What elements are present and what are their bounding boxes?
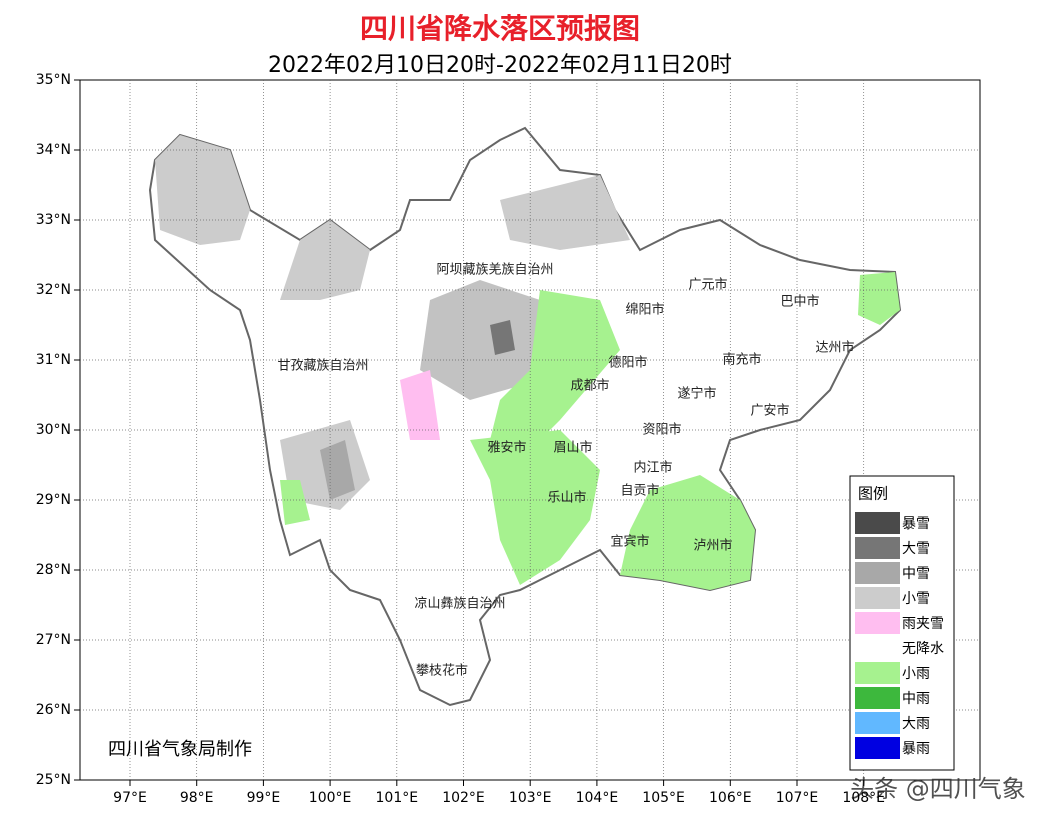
legend-title: 图例: [858, 485, 888, 503]
legend-swatch: [855, 587, 900, 609]
lat-label: 27°N: [36, 632, 71, 648]
credit: 四川省气象局制作: [108, 739, 252, 760]
legend-label: 无降水: [902, 641, 944, 657]
lat-label: 28°N: [36, 562, 71, 578]
legend-swatch: [855, 687, 900, 709]
rain-area: [858, 272, 900, 325]
legend-label: 雨夹雪: [902, 616, 944, 632]
snow-area: [420, 280, 540, 400]
legend-swatch: [855, 612, 900, 634]
snow-area: [280, 220, 370, 300]
place-label: 巴中市: [780, 294, 819, 310]
place-label: 绵阳市: [625, 302, 664, 318]
legend-label: 暴雨: [902, 741, 930, 757]
lon-label: 98°E: [180, 790, 214, 806]
lon-label: 105°E: [642, 790, 685, 806]
place-label: 攀枝花市: [416, 663, 468, 679]
graticule: [80, 80, 980, 780]
place-label: 成都市: [570, 378, 609, 394]
place-label: 广元市: [688, 277, 727, 293]
place-label: 德阳市: [608, 355, 647, 371]
lat-label: 25°N: [36, 772, 71, 788]
lon-label: 101°E: [376, 790, 419, 806]
place-label: 南充市: [722, 352, 761, 368]
place-label: 眉山市: [553, 440, 592, 456]
legend-label: 中雪: [902, 566, 930, 582]
place-label: 乐山市: [547, 490, 586, 506]
lon-label: 100°E: [309, 790, 352, 806]
place-label: 阿坝藏族羌族自治州: [436, 262, 553, 278]
place-label: 宜宾市: [610, 534, 649, 550]
place-labels: 阿坝藏族羌族自治州 广元市 巴中市 绵阳市 甘孜藏族自治州 德阳市 南充市 达州…: [277, 262, 854, 679]
snow-area: [490, 320, 515, 355]
rain-area: [620, 475, 755, 590]
lon-label: 99°E: [247, 790, 281, 806]
legend-swatch: [855, 737, 900, 759]
place-label: 甘孜藏族自治州: [277, 358, 368, 374]
lon-label: 97°E: [113, 790, 147, 806]
place-label: 资阳市: [642, 422, 681, 438]
snow-area: [320, 440, 355, 500]
legend-swatch: [855, 637, 900, 659]
sleet-area: [400, 370, 440, 440]
snow-area: [500, 175, 630, 250]
lat-label: 32°N: [36, 282, 71, 298]
place-label: 广安市: [750, 403, 789, 419]
place-label: 内江市: [633, 460, 672, 476]
place-label: 雅安市: [487, 440, 526, 456]
lat-label: 35°N: [36, 72, 71, 88]
legend-label: 小雨: [902, 666, 930, 682]
lat-label: 30°N: [36, 422, 71, 438]
legend-swatch: [855, 512, 900, 534]
lat-label: 29°N: [36, 492, 71, 508]
legend-label: 大雪: [902, 541, 930, 557]
place-label: 凉山彝族自治州: [414, 596, 505, 612]
lon-label: 103°E: [509, 790, 552, 806]
lon-label: 102°E: [442, 790, 485, 806]
place-label: 达州市: [815, 340, 854, 356]
place-label: 遂宁市: [677, 386, 716, 402]
legend-label: 暴雪: [902, 516, 930, 532]
legend-swatch: [855, 562, 900, 584]
watermark: 头条 @四川气象: [850, 775, 1026, 803]
legend-label: 小雪: [902, 591, 930, 607]
place-label: 泸州市: [693, 538, 732, 554]
legend-swatch: [855, 537, 900, 559]
title: 四川省降水落区预报图: [360, 12, 640, 45]
lat-label: 31°N: [36, 352, 71, 368]
lon-label: 107°E: [776, 790, 819, 806]
legend-swatch: [855, 712, 900, 734]
legend-label: 中雨: [902, 691, 930, 707]
rain-area: [490, 290, 620, 460]
province: [148, 126, 902, 707]
legend-label: 大雨: [902, 716, 930, 732]
lon-label: 108°E: [842, 790, 885, 806]
lat-label: 26°N: [36, 702, 71, 718]
rain-area: [470, 430, 600, 585]
place-label: 自贡市: [620, 483, 659, 499]
lon-label: 104°E: [576, 790, 619, 806]
snow-area: [155, 135, 250, 245]
lon-label: 106°E: [709, 790, 752, 806]
legend-swatch: [855, 662, 900, 684]
subtitle: 2022年02月10日20时-2022年02月11日20时: [268, 53, 732, 78]
lat-label: 33°N: [36, 212, 71, 228]
rain-area: [280, 480, 310, 525]
lat-label: 34°N: [36, 142, 71, 158]
